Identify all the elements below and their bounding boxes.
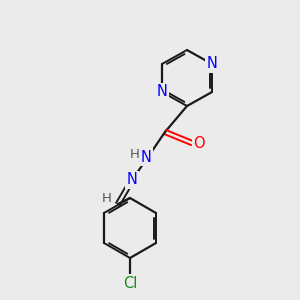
Text: H: H bbox=[102, 193, 112, 206]
Text: N: N bbox=[207, 56, 218, 71]
Text: N: N bbox=[157, 85, 167, 100]
Text: N: N bbox=[141, 149, 152, 164]
Text: N: N bbox=[127, 172, 137, 188]
Text: Cl: Cl bbox=[123, 275, 137, 290]
Text: O: O bbox=[193, 136, 205, 151]
Text: H: H bbox=[130, 148, 140, 160]
